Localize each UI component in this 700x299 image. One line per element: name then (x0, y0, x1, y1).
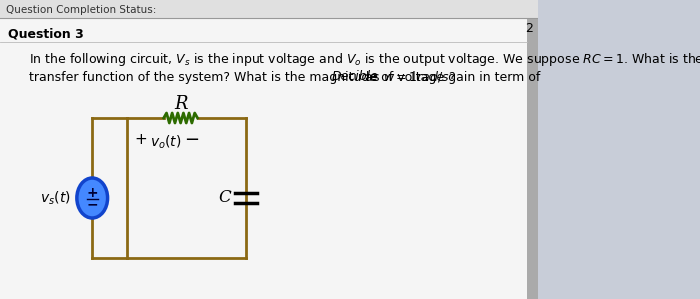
Text: +: + (134, 132, 147, 147)
Text: −: − (185, 131, 200, 149)
Text: Decible: Decible (332, 71, 379, 83)
Text: as $w = 1rad/s$?: as $w = 1rad/s$? (361, 69, 456, 85)
Text: $v_s(t)$: $v_s(t)$ (40, 189, 71, 207)
FancyBboxPatch shape (0, 0, 538, 18)
Text: 2: 2 (526, 22, 533, 34)
FancyBboxPatch shape (0, 18, 527, 299)
Circle shape (77, 178, 108, 218)
Text: −: − (86, 197, 98, 211)
FancyBboxPatch shape (527, 18, 538, 299)
Text: R: R (174, 95, 188, 113)
Text: In the following circuit, $V_s$ is the input voltage and $V_o$ is the output vol: In the following circuit, $V_s$ is the i… (29, 51, 700, 68)
Text: Question Completion Status:: Question Completion Status: (6, 5, 157, 15)
Text: +: + (86, 186, 98, 200)
Text: Question 3: Question 3 (8, 28, 83, 40)
Text: C: C (218, 190, 231, 207)
Text: transfer function of the system? What is the magnitude of voltage gain in term o: transfer function of the system? What is… (29, 71, 545, 83)
Text: $v_o(t)$: $v_o(t)$ (150, 133, 181, 151)
